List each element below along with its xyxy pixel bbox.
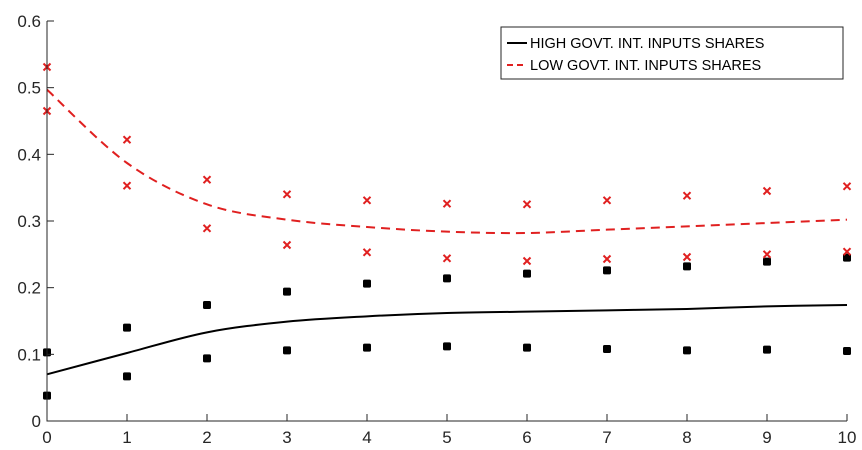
band-point [683, 346, 691, 355]
band-point [362, 196, 372, 205]
band-point [443, 274, 451, 283]
band-point [843, 253, 851, 262]
band-point [363, 279, 371, 288]
band-point [442, 254, 452, 263]
x-tick-label: 8 [682, 428, 691, 447]
band-point [603, 345, 611, 353]
band-point [203, 354, 211, 363]
axes: 0 0.1 0.2 0.3 0.4 0.5 0.6 0 1 2 3 4 5 6 7 8 9 10 [17, 12, 856, 447]
axis-frame [46, 21, 847, 422]
y-tick-label: 0.6 [17, 12, 41, 31]
band-point [122, 135, 132, 144]
band-point [682, 252, 692, 262]
legend-label: LOW GOVT. INT. INPUTS SHARES [530, 58, 761, 74]
series-line [46, 304, 848, 376]
band-point [762, 186, 772, 196]
x-tick-label: 2 [202, 428, 211, 447]
x-tick-label: 7 [602, 428, 611, 447]
band-point [123, 372, 131, 381]
band-point [122, 181, 132, 190]
band-point [603, 266, 611, 275]
band-point [842, 182, 852, 191]
band-point [682, 191, 692, 200]
series-group [43, 253, 851, 400]
plot-area [42, 62, 852, 400]
band-point [683, 262, 691, 271]
y-tick-label: 0.5 [17, 79, 41, 98]
x-tick-label: 6 [522, 428, 531, 447]
band-point [602, 254, 612, 264]
y-tick-label: 0.1 [17, 345, 41, 364]
legend: HIGH GOVT. INT. INPUTS SHARES LOW GOVT. I… [500, 26, 844, 80]
legend-box [500, 26, 844, 80]
band-point [202, 224, 212, 233]
x-tick-label: 4 [362, 428, 371, 447]
band-point [203, 301, 211, 309]
series-line [46, 88, 848, 235]
band-point [202, 175, 212, 184]
band-point [362, 248, 372, 257]
band-point [763, 345, 771, 354]
x-tick-label: 0 [42, 428, 51, 447]
band-point [442, 199, 452, 208]
band-point [523, 343, 531, 352]
band-point [602, 196, 612, 205]
band-point [363, 343, 371, 352]
y-tick-label: 0 [32, 412, 41, 431]
legend-label: HIGH GOVT. INT. INPUTS SHARES [530, 36, 764, 52]
band-point [843, 347, 851, 355]
band-point [842, 247, 852, 256]
band-point [522, 256, 532, 266]
x-tick-label: 5 [442, 428, 451, 447]
band-point [123, 323, 131, 332]
x-tick-label: 3 [282, 428, 291, 447]
band-point [762, 250, 772, 259]
x-tick-label: 10 [838, 428, 857, 447]
band-point [522, 200, 532, 209]
series-group [42, 62, 852, 266]
y-tick-label: 0.3 [17, 212, 41, 231]
band-point [282, 240, 292, 250]
band-point [443, 342, 451, 351]
y-tick-label: 0.4 [17, 145, 41, 164]
band-point [283, 287, 291, 296]
x-tick-label: 9 [762, 428, 771, 447]
x-tick-label: 1 [122, 428, 131, 447]
band-point [282, 190, 292, 199]
y-tick-label: 0.2 [17, 279, 41, 298]
band-point [283, 346, 291, 355]
band-point [763, 257, 771, 266]
band-point [523, 269, 531, 278]
